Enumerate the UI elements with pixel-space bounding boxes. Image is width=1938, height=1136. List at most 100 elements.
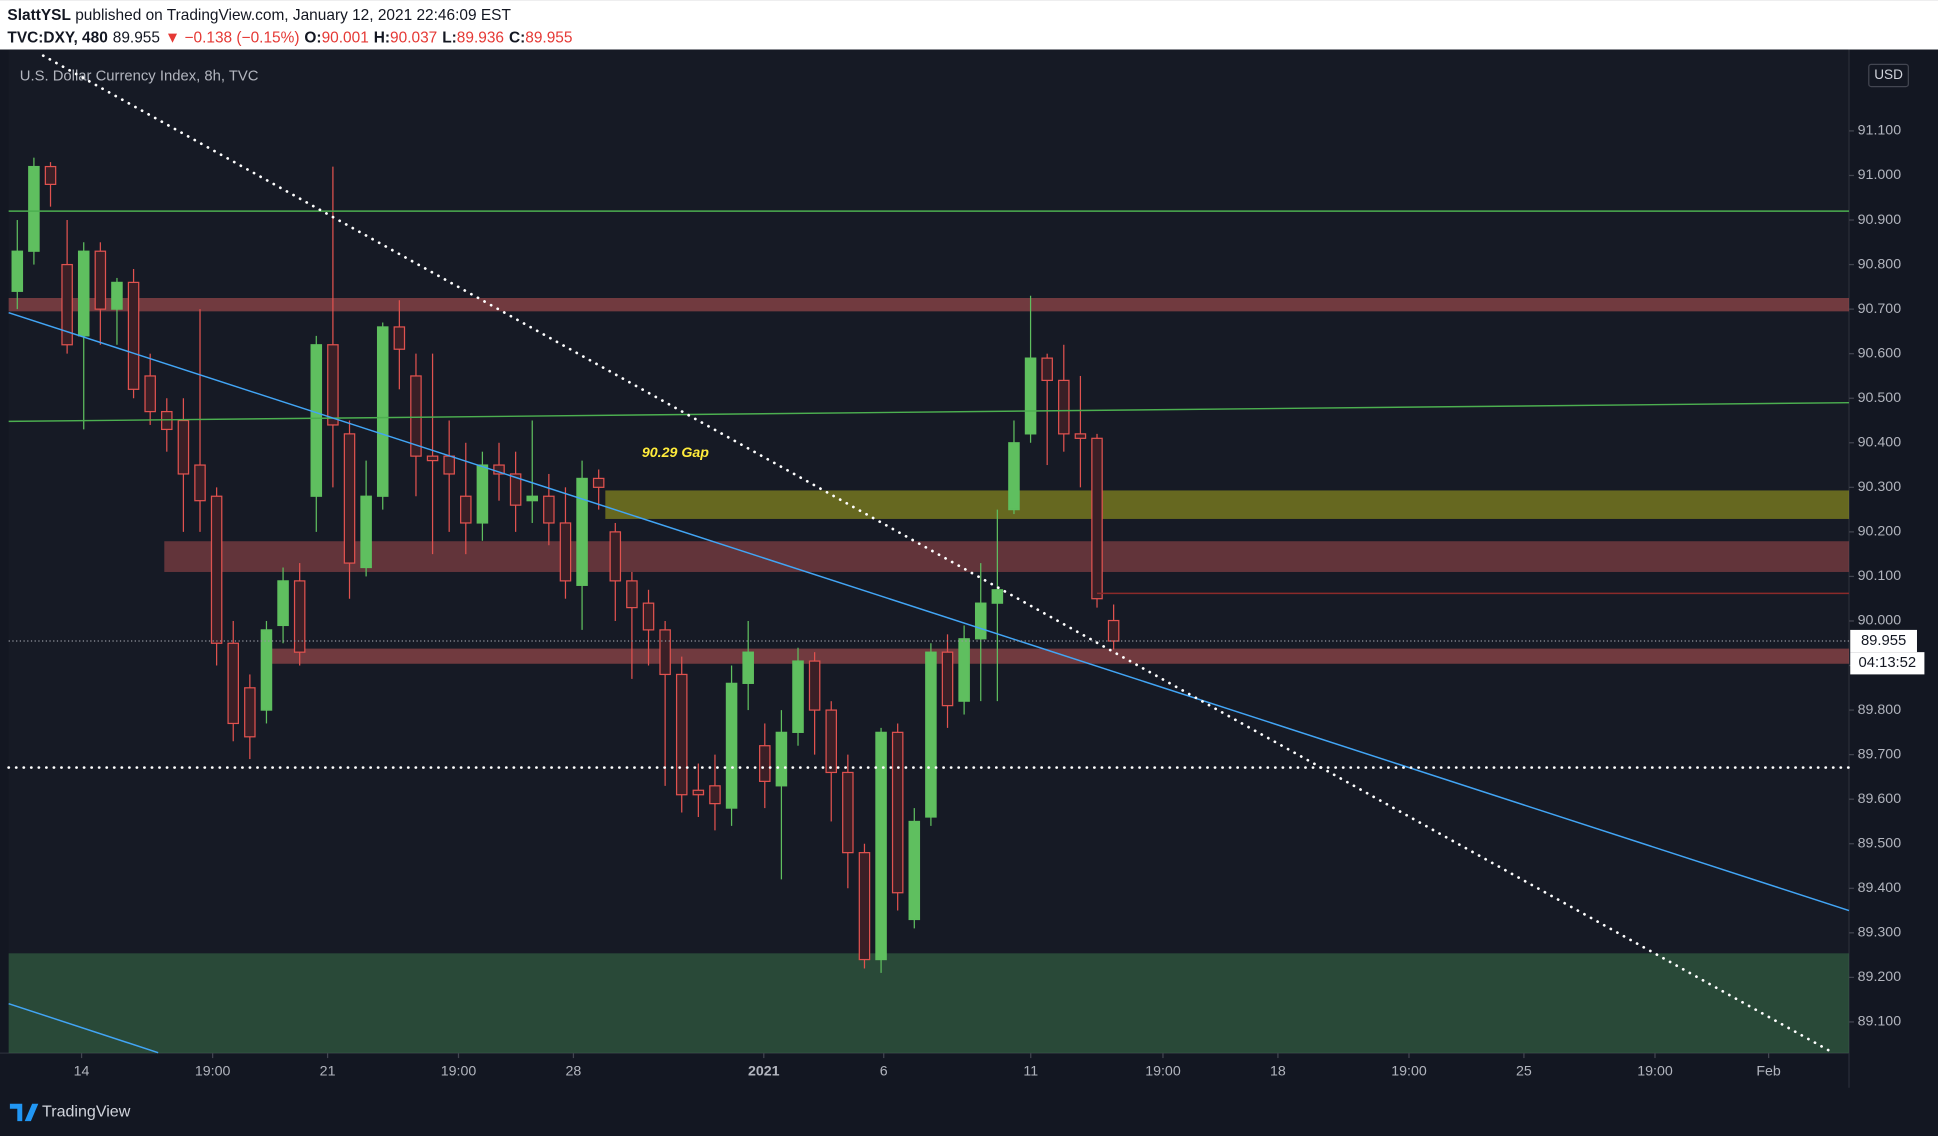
candle-body	[310, 344, 323, 497]
published: published on TradingView.com, January 12…	[75, 7, 511, 24]
y-tick-label: 91.000	[1858, 167, 1902, 183]
x-tick-label: 14	[74, 1063, 90, 1079]
candle-body	[244, 687, 256, 738]
currency: USD	[1874, 67, 1903, 82]
footer: TradingView	[9, 1103, 131, 1122]
candle-body	[692, 789, 705, 796]
candle-body	[842, 771, 854, 854]
y-tick-label: 90.800	[1858, 256, 1902, 272]
y-tick-label: 89.400	[1858, 880, 1902, 896]
quote-part: 90.037	[390, 29, 437, 46]
quote-part: TVC:DXY, 480	[7, 29, 107, 46]
candle-body	[327, 344, 339, 426]
y-tick-label: 89.300	[1858, 925, 1902, 941]
candle-body	[559, 522, 572, 582]
candle-body	[543, 495, 555, 524]
y-tick-label: 90.200	[1858, 524, 1902, 540]
x-tick-label: 19:00	[1145, 1063, 1181, 1079]
candle-body	[11, 250, 24, 292]
trend-line	[8, 1002, 159, 1054]
candle-body	[44, 165, 57, 186]
quote-part: 90.001	[322, 29, 369, 46]
zone	[265, 648, 1850, 664]
candle-body	[360, 495, 372, 569]
x-tick-label: 2021	[748, 1063, 780, 1079]
candle-body	[675, 673, 688, 796]
candle-body	[526, 495, 539, 502]
y-tick-label: 90.400	[1858, 435, 1902, 451]
candle-body	[111, 281, 123, 310]
candle-body	[227, 642, 240, 725]
candle-body	[808, 660, 821, 711]
candle-body	[609, 531, 622, 582]
y-tick-label: 90.000	[1858, 613, 1902, 629]
candle-body	[974, 602, 987, 640]
candle-body	[127, 281, 140, 390]
plot-layer: 90.29 Gap	[7, 54, 1851, 1055]
x-tick-label: 21	[320, 1063, 336, 1079]
x-tick-label: 6	[880, 1063, 888, 1079]
candle-body	[343, 433, 356, 564]
quote-part: ▼ −0.138 (−0.15%)	[165, 29, 300, 46]
trend-line	[8, 311, 1850, 912]
x-tick-label: 25	[1516, 1063, 1532, 1079]
plot-area	[8, 49, 1850, 1054]
candle-body	[775, 731, 788, 787]
candle-body	[28, 165, 40, 252]
candle-body	[941, 651, 954, 707]
candle-body	[476, 464, 489, 524]
candle-body	[376, 326, 389, 497]
x-tick-label: 11	[1023, 1063, 1038, 1079]
x-tick-label: 19:00	[1391, 1063, 1427, 1079]
candle-body	[443, 455, 455, 475]
candle-body	[592, 477, 605, 488]
candle-body	[177, 419, 190, 475]
candle-body	[393, 326, 406, 350]
zone	[8, 953, 1850, 1054]
candle-body	[925, 651, 937, 818]
y-tick-label: 89.700	[1858, 746, 1902, 762]
chart-title: U.S. Dollar Currency Index, 8h, TVC	[20, 69, 259, 85]
y-tick-label: 89.500	[1858, 835, 1902, 851]
y-tick-label: 90.900	[1858, 212, 1902, 228]
candle-body	[725, 682, 738, 809]
candle-body	[77, 250, 90, 337]
candle-body	[1074, 433, 1087, 439]
y-tick-label: 90.500	[1858, 390, 1902, 406]
candle-body	[210, 495, 223, 644]
countdown-box	[1850, 652, 1925, 675]
y-tick-label: 89.600	[1858, 791, 1902, 807]
quote-part: 89.955	[113, 29, 160, 46]
trend-line	[41, 54, 1835, 1055]
candle-body	[875, 731, 887, 961]
quote-part: O:	[304, 29, 321, 46]
candle-body	[1107, 619, 1120, 642]
y-tick-label: 89.100	[1858, 1014, 1902, 1030]
y-tick-label: 91.100	[1858, 123, 1902, 139]
candle-body	[509, 473, 522, 506]
candle-body	[277, 580, 289, 627]
zone	[8, 297, 1850, 312]
x-tick-label: 19:00	[441, 1063, 477, 1079]
candle-body	[1058, 379, 1070, 435]
annotation: 90.29 Gap	[642, 445, 709, 461]
candle-body	[759, 745, 771, 782]
publisher: SlattYSL	[7, 7, 70, 24]
countdown-label: 04:13:52	[1858, 655, 1916, 671]
candle-body	[94, 250, 107, 310]
candle-body	[792, 660, 804, 733]
candle-body	[1008, 442, 1020, 511]
candle-body	[742, 651, 754, 684]
x-tick-label: 19:00	[195, 1063, 231, 1079]
currency-box	[1868, 63, 1909, 88]
candle-body	[908, 820, 921, 921]
candle-body	[891, 731, 904, 894]
y-tick-label: 90.600	[1858, 345, 1902, 361]
candle-body	[1091, 437, 1103, 600]
header-band	[0, 0, 1938, 50]
y-tick-label: 89.200	[1858, 969, 1902, 985]
x-tick-label: 28	[566, 1063, 582, 1079]
candle-body	[410, 375, 422, 457]
quote-part: C:	[509, 29, 525, 46]
